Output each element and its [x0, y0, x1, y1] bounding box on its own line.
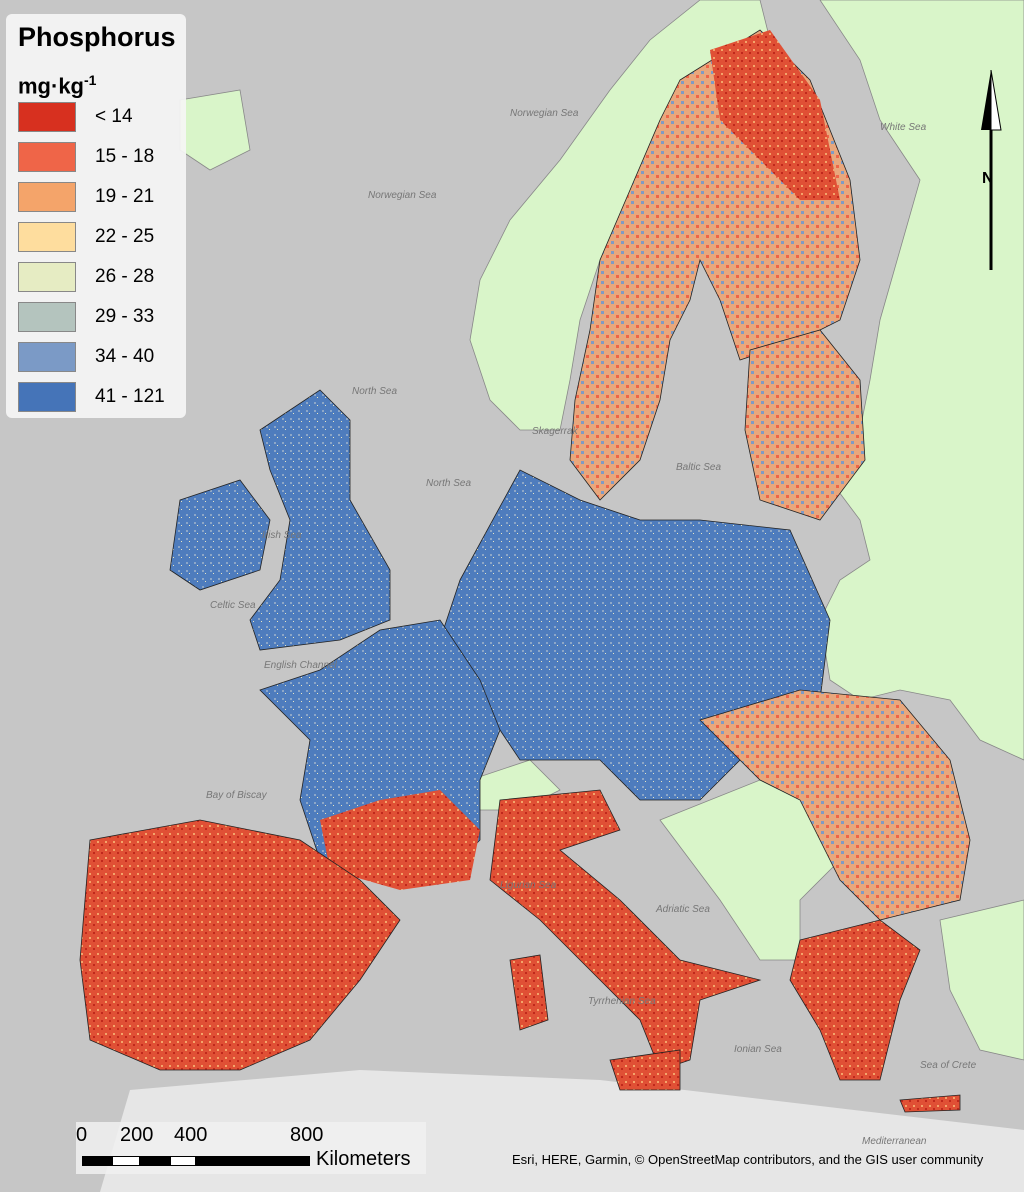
region-ireland	[169, 479, 271, 591]
region-iberia	[79, 819, 401, 1071]
legend-swatch	[18, 142, 76, 172]
scale-segment	[170, 1156, 196, 1166]
sea-label: North Sea	[426, 478, 472, 489]
legend-unit-exponent: -1	[84, 72, 97, 88]
legend-label: 19 - 21	[95, 186, 155, 207]
region-sardinia	[509, 954, 549, 1031]
scale-segment	[140, 1156, 170, 1166]
region-crete	[899, 1094, 961, 1113]
legend-item: 15 - 18	[18, 142, 178, 174]
legend-swatch	[18, 382, 76, 412]
scale-segment	[82, 1156, 112, 1166]
attribution: Esri, HERE, Garmin, © OpenStreetMap cont…	[512, 1152, 984, 1167]
legend-item: 29 - 33	[18, 302, 178, 334]
legend-label: 41 - 121	[95, 386, 165, 407]
legend-label: < 14	[95, 106, 133, 127]
sea-label: Mediterranean	[862, 1136, 927, 1147]
sea-label: Adriatic Sea	[656, 904, 710, 915]
legend-label: 29 - 33	[95, 306, 155, 327]
legend-item: < 14	[18, 102, 178, 134]
region-greece	[789, 919, 921, 1081]
legend-label: 26 - 28	[95, 266, 155, 287]
north-label: N	[982, 170, 994, 187]
legend-item: 34 - 40	[18, 342, 178, 374]
region-baltics	[744, 329, 866, 521]
sea-label: Sea of Crete	[920, 1060, 977, 1071]
legend-item: 26 - 28	[18, 262, 178, 294]
legend-item: 19 - 21	[18, 182, 178, 214]
region-sicily	[609, 1049, 681, 1091]
sea-label: Irish Sea	[262, 530, 302, 541]
scale-tick: 0	[76, 1124, 88, 1146]
sea-label: White Sea	[880, 122, 927, 133]
sea-label: Bay of Biscay	[206, 790, 267, 801]
region-uk	[249, 389, 391, 651]
legend-label: 22 - 25	[95, 226, 155, 247]
legend: Phosphorus mg·kg-1 < 14 15 - 18 19 - 21 …	[6, 14, 186, 418]
land-russia-east	[819, 0, 1024, 761]
region-italy	[489, 789, 762, 1071]
sea-label: North Sea	[352, 386, 398, 397]
scale-bar: 0 200 400 800 Kilometers	[76, 1122, 426, 1174]
scale-tick: 800	[290, 1124, 324, 1146]
region-finland-north	[710, 30, 840, 200]
scale-segment	[196, 1156, 310, 1166]
legend-title: Phosphorus	[18, 22, 176, 52]
legend-item: 22 - 25	[18, 222, 178, 254]
legend-swatch	[18, 102, 76, 132]
sea-label: Tyrrhenian Sea	[588, 996, 656, 1007]
sea-label: Norwegian Sea	[510, 108, 579, 119]
north-arrow-icon	[978, 69, 1008, 272]
scale-tick: 400	[174, 1124, 208, 1146]
scale-tick: 200	[120, 1124, 154, 1146]
region-france-south	[320, 790, 480, 890]
legend-swatch	[18, 222, 76, 252]
sea-label: Ionian Sea	[734, 1044, 782, 1055]
sea-label: English Channel	[264, 660, 337, 671]
legend-unit-base: mg·kg	[18, 73, 84, 99]
sea-label: Celtic Sea	[210, 600, 256, 611]
sea-label: Norwegian Sea	[368, 190, 437, 201]
region-eastern	[699, 689, 971, 921]
scale-unit: Kilometers	[316, 1148, 411, 1170]
legend-unit: mg·kg-1	[18, 72, 96, 99]
sea-label: Skagerrak	[532, 426, 578, 437]
legend-item: 41 - 121	[18, 382, 178, 414]
sea-label: Ligurian Sea	[500, 880, 557, 891]
legend-swatch	[18, 342, 76, 372]
scale-segment	[112, 1156, 140, 1166]
legend-swatch	[18, 302, 76, 332]
land-turkey	[939, 899, 1024, 1061]
legend-swatch	[18, 262, 76, 292]
legend-label: 34 - 40	[95, 346, 155, 367]
legend-label: 15 - 18	[95, 146, 155, 167]
sea-label: Baltic Sea	[676, 462, 722, 473]
legend-swatch	[18, 182, 76, 212]
